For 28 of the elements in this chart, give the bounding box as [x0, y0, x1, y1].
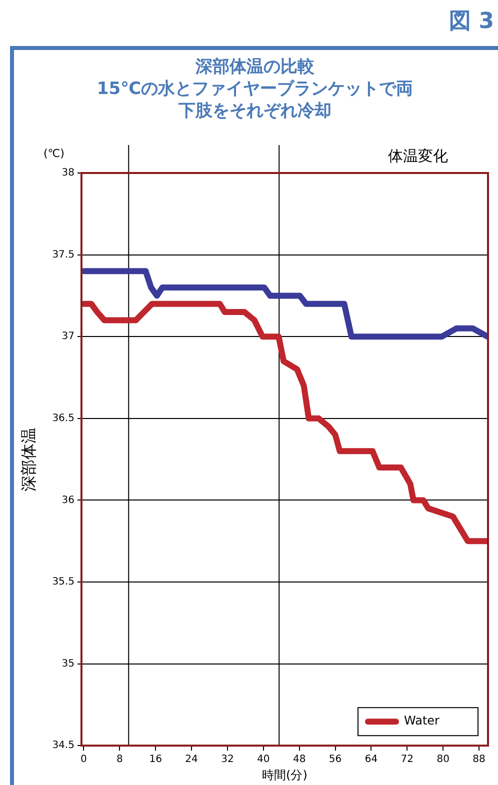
- y-tick-label: 37: [62, 331, 74, 342]
- y-tick-label: 38: [62, 168, 74, 179]
- x-axis-title: 時間(分): [262, 768, 308, 782]
- x-tick-label: 48: [292, 754, 306, 766]
- x-tick-label: 0: [80, 754, 87, 766]
- y-tick-label: 36: [62, 494, 74, 506]
- y-tick-label: 35.5: [52, 576, 74, 588]
- caption: 図 3: [449, 8, 494, 36]
- x-tick-label: 40: [257, 754, 270, 766]
- x-tick-label: 24: [185, 754, 198, 766]
- x-tick-label: 16: [149, 754, 162, 766]
- x-tick-label: 64: [364, 754, 378, 766]
- text: 体温変化: [388, 147, 448, 165]
- x-tick-label: 32: [221, 754, 234, 766]
- text: (℃): [43, 147, 64, 160]
- y-tick-label: 34.5: [52, 740, 74, 752]
- legend-label: Water: [404, 714, 440, 728]
- chart-subtitle: 15℃の水とファイヤーブランケットで両下肢をそれぞれ冷却: [96, 78, 414, 122]
- x-tick-label: 88: [472, 754, 486, 766]
- y-tick-label: 37.5: [52, 249, 74, 260]
- x-tick-label: 80: [436, 754, 450, 766]
- x-tick-label: 8: [116, 754, 123, 766]
- y-tick-label: 36.5: [52, 412, 74, 424]
- chart-title: 深部体温の比較: [194, 56, 316, 78]
- x-tick-label: 72: [400, 754, 414, 766]
- y-axis-title: 深部体温: [18, 427, 38, 492]
- x-tick-label: 56: [328, 754, 342, 766]
- y-tick-label: 35: [62, 658, 74, 670]
